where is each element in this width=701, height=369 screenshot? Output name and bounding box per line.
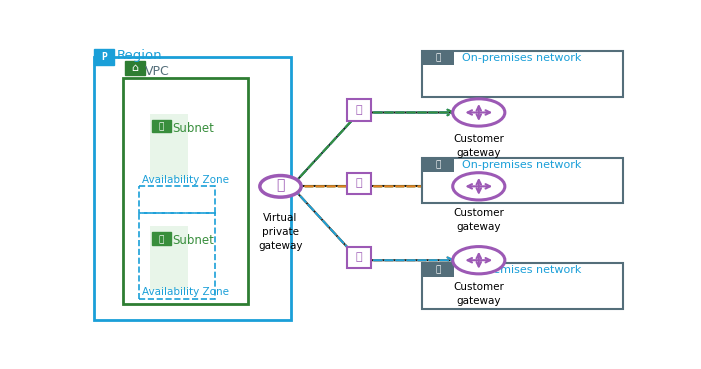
Text: ⌂: ⌂ — [131, 63, 139, 73]
Circle shape — [453, 173, 505, 200]
Circle shape — [453, 246, 505, 274]
Text: On-premises network: On-premises network — [462, 160, 581, 170]
Text: 🔒: 🔒 — [356, 105, 362, 115]
Text: VPC: VPC — [144, 65, 170, 78]
Text: 🔒: 🔒 — [356, 179, 362, 189]
Text: On-premises network: On-premises network — [462, 265, 581, 275]
FancyBboxPatch shape — [347, 99, 372, 121]
Text: 🏢: 🏢 — [435, 54, 440, 63]
Text: Subnet: Subnet — [172, 234, 214, 247]
FancyBboxPatch shape — [422, 158, 454, 172]
Text: Region: Region — [116, 49, 162, 62]
FancyBboxPatch shape — [150, 226, 188, 290]
FancyBboxPatch shape — [422, 263, 622, 308]
Circle shape — [453, 99, 505, 126]
Text: On-premises network: On-premises network — [462, 53, 581, 63]
Text: 🔒: 🔒 — [159, 123, 164, 132]
Text: Customer
gateway: Customer gateway — [454, 208, 504, 232]
FancyBboxPatch shape — [151, 232, 171, 245]
FancyBboxPatch shape — [422, 158, 622, 203]
FancyBboxPatch shape — [150, 114, 188, 179]
FancyBboxPatch shape — [422, 51, 622, 97]
FancyBboxPatch shape — [422, 51, 454, 65]
Text: Availability Zone: Availability Zone — [142, 287, 229, 297]
FancyBboxPatch shape — [347, 247, 372, 268]
Text: 🔒: 🔒 — [159, 235, 164, 244]
Text: Availability Zone: Availability Zone — [142, 175, 229, 185]
FancyBboxPatch shape — [151, 120, 171, 132]
Text: 🔒: 🔒 — [276, 178, 285, 192]
Text: 🔒: 🔒 — [356, 252, 362, 262]
FancyBboxPatch shape — [125, 61, 145, 75]
Text: Subnet: Subnet — [172, 122, 214, 135]
Circle shape — [260, 176, 301, 197]
Text: 🏢: 🏢 — [435, 265, 440, 275]
Text: Virtual
private
gateway: Virtual private gateway — [258, 213, 303, 251]
Text: P: P — [101, 52, 107, 62]
FancyBboxPatch shape — [94, 49, 114, 65]
Text: 🏢: 🏢 — [435, 160, 440, 169]
FancyBboxPatch shape — [422, 263, 454, 277]
FancyBboxPatch shape — [347, 173, 372, 194]
Text: Customer
gateway: Customer gateway — [454, 134, 504, 158]
Text: Customer
gateway: Customer gateway — [454, 282, 504, 306]
